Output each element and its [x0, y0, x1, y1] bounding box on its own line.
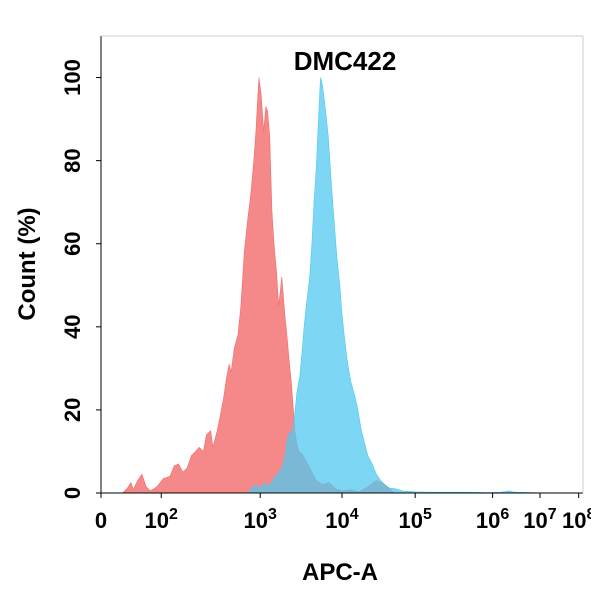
y-tick-label: 80 [60, 148, 85, 172]
x-axis-label: APC-A [302, 559, 378, 586]
x-tick-label: 107 [523, 506, 556, 533]
x-tick-label: 108 [562, 506, 591, 533]
y-axis-label: Count (%) [14, 207, 41, 320]
chart-title: DMC422 [294, 46, 397, 76]
x-tick-label: 102 [145, 506, 178, 533]
y-tick-label: 0 [60, 487, 85, 499]
x-tick-label: 103 [244, 506, 277, 533]
x-tick-label: 104 [325, 506, 358, 533]
y-tick-label: 40 [60, 315, 85, 339]
x-tick-label: 0 [95, 508, 107, 533]
x-tick-label: 106 [476, 506, 509, 533]
y-tick-label: 100 [60, 59, 85, 96]
y-tick-label: 20 [60, 398, 85, 422]
histogram-series-2 [246, 77, 545, 494]
y-tick-label: 60 [60, 231, 85, 255]
x-tick-label: 105 [398, 506, 431, 533]
